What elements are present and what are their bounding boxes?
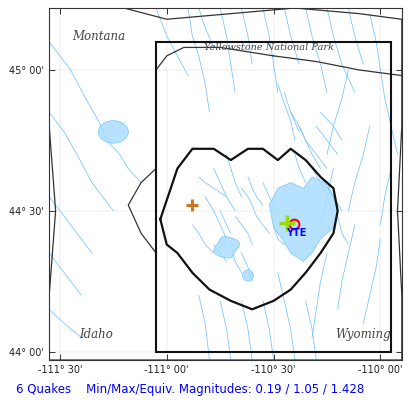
Text: YTE: YTE	[286, 228, 306, 238]
Text: Wyoming: Wyoming	[335, 328, 390, 341]
Text: Yellowstone National Park: Yellowstone National Park	[204, 43, 333, 52]
Polygon shape	[98, 121, 128, 143]
Polygon shape	[213, 237, 239, 258]
Polygon shape	[242, 270, 253, 281]
Text: Montana: Montana	[72, 30, 125, 43]
Bar	[156, 42, 390, 352]
Text: 6 Quakes    Min/Max/Equiv. Magnitudes: 0.19 / 1.05 / 1.428: 6 Quakes Min/Max/Equiv. Magnitudes: 0.19…	[16, 383, 364, 396]
Text: Idaho: Idaho	[79, 328, 113, 341]
Polygon shape	[269, 177, 337, 262]
